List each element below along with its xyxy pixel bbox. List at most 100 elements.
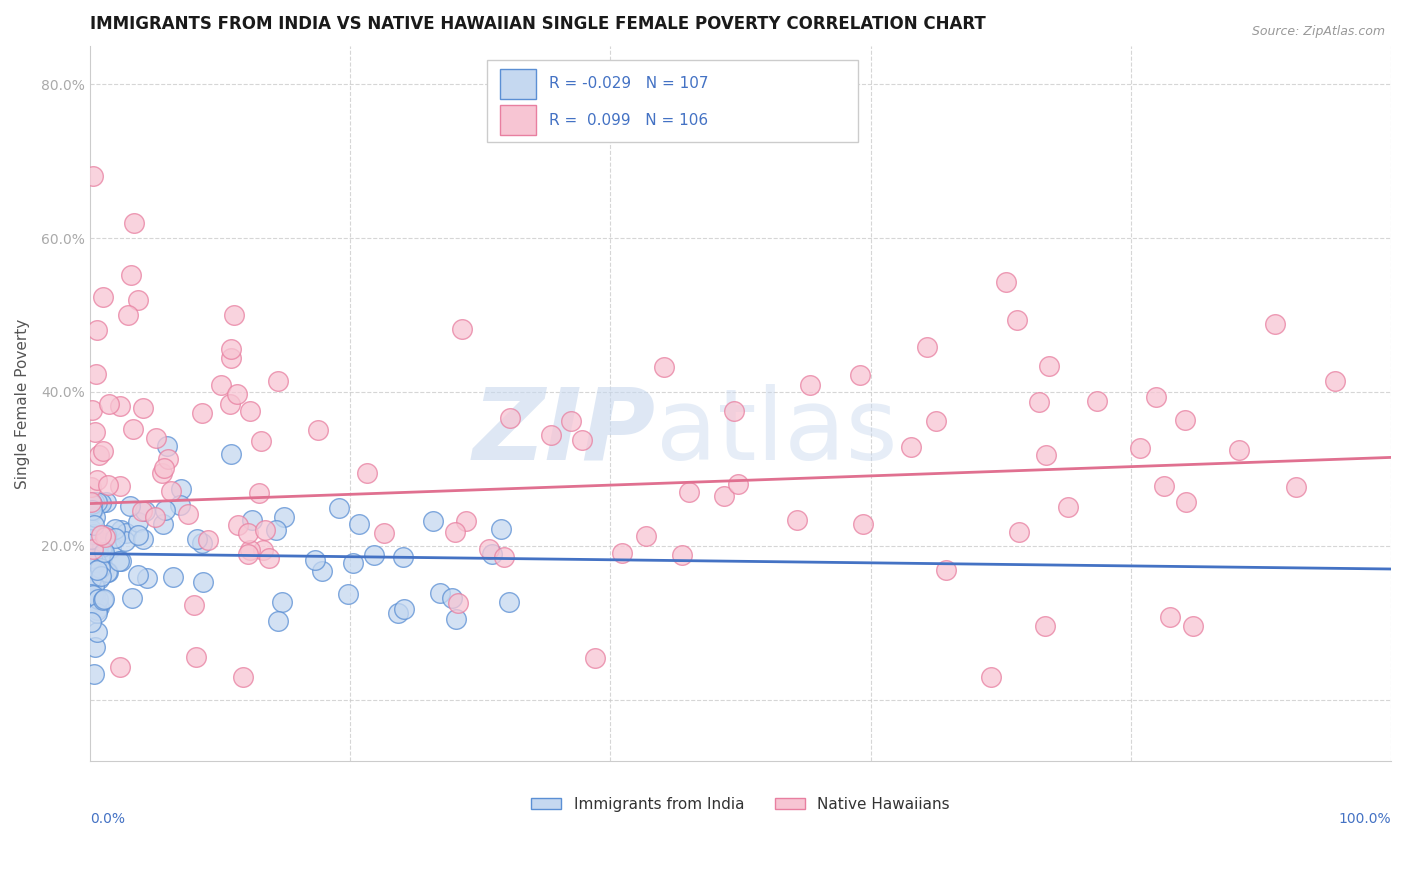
Point (80, 567, 103, 582)
Point (84, 571, 107, 585)
Point (89, 535, 111, 549)
Point (90, 540, 112, 554)
Point (183, 598, 205, 612)
Point (127, 293, 149, 307)
Point (80, 532, 103, 546)
Point (91, 593, 114, 607)
Point (82, 566, 104, 581)
Text: R = -0.029   N = 107: R = -0.029 N = 107 (550, 76, 709, 91)
Point (153, 503, 176, 517)
Point (82, 570, 104, 584)
Point (80, 582, 103, 597)
Point (1144, 390, 1167, 404)
Point (900, 440, 922, 454)
Point (422, 515, 444, 529)
Point (222, 309, 245, 323)
Point (82, 497, 104, 511)
Point (97, 478, 120, 492)
Point (80, 561, 103, 575)
Point (136, 571, 159, 585)
Point (247, 486, 270, 500)
Point (104, 522, 127, 536)
Point (120, 268, 142, 283)
Point (1285, 480, 1308, 494)
Point (311, 565, 333, 579)
Point (219, 342, 242, 356)
Point (481, 547, 503, 561)
Point (86, 563, 108, 577)
Point (134, 504, 156, 518)
Point (110, 523, 132, 537)
Point (86, 495, 108, 509)
Point (1229, 442, 1251, 457)
Point (356, 467, 378, 481)
Point (304, 552, 326, 566)
Point (1005, 313, 1028, 327)
Point (267, 374, 290, 388)
Point (127, 568, 149, 582)
Point (100, 541, 122, 555)
Point (83, 666, 105, 681)
Point (252, 542, 274, 557)
Point (86, 474, 108, 488)
Y-axis label: Single Female Poverty: Single Female Poverty (15, 318, 30, 489)
Point (492, 549, 515, 564)
Text: atlas: atlas (655, 384, 897, 481)
Point (82, 555, 104, 569)
Point (89, 561, 111, 575)
Point (347, 517, 370, 532)
Point (610, 546, 633, 560)
Point (82, 169, 104, 184)
Point (114, 534, 136, 549)
Point (678, 485, 700, 500)
Point (108, 399, 131, 413)
Point (80, 522, 103, 536)
Point (440, 591, 463, 605)
Point (127, 528, 149, 542)
Point (387, 606, 409, 620)
Point (232, 670, 254, 684)
Point (1057, 500, 1080, 514)
Point (266, 614, 288, 628)
Point (84, 367, 107, 381)
Point (156, 439, 179, 453)
Point (170, 482, 193, 496)
Legend: Immigrants from India, Native Hawaiians: Immigrants from India, Native Hawaiians (524, 791, 956, 818)
Point (478, 541, 501, 556)
Point (444, 524, 467, 539)
Point (122, 216, 145, 230)
Point (121, 422, 143, 436)
Point (995, 275, 1018, 289)
Point (540, 428, 562, 442)
Point (89, 599, 111, 614)
Point (118, 500, 141, 514)
Point (87, 591, 110, 606)
Point (184, 650, 207, 665)
Point (98, 397, 121, 411)
Point (266, 523, 288, 537)
Point (94, 528, 117, 542)
Point (1181, 619, 1204, 633)
Point (153, 461, 176, 475)
Point (80, 543, 103, 558)
Point (456, 514, 478, 528)
Point (80, 566, 103, 581)
Point (89, 496, 111, 510)
Text: Source: ZipAtlas.com: Source: ZipAtlas.com (1251, 25, 1385, 38)
Point (489, 522, 512, 536)
Point (131, 532, 153, 546)
Point (186, 532, 208, 546)
Point (1028, 395, 1050, 409)
Point (94, 530, 117, 544)
Point (190, 406, 212, 420)
Point (239, 404, 262, 418)
Point (104, 531, 127, 545)
Point (1174, 495, 1197, 509)
Point (447, 596, 470, 610)
Point (249, 434, 271, 448)
Point (145, 431, 167, 445)
Point (328, 500, 350, 515)
Point (83, 510, 105, 524)
Point (82, 545, 104, 559)
Point (160, 483, 183, 498)
